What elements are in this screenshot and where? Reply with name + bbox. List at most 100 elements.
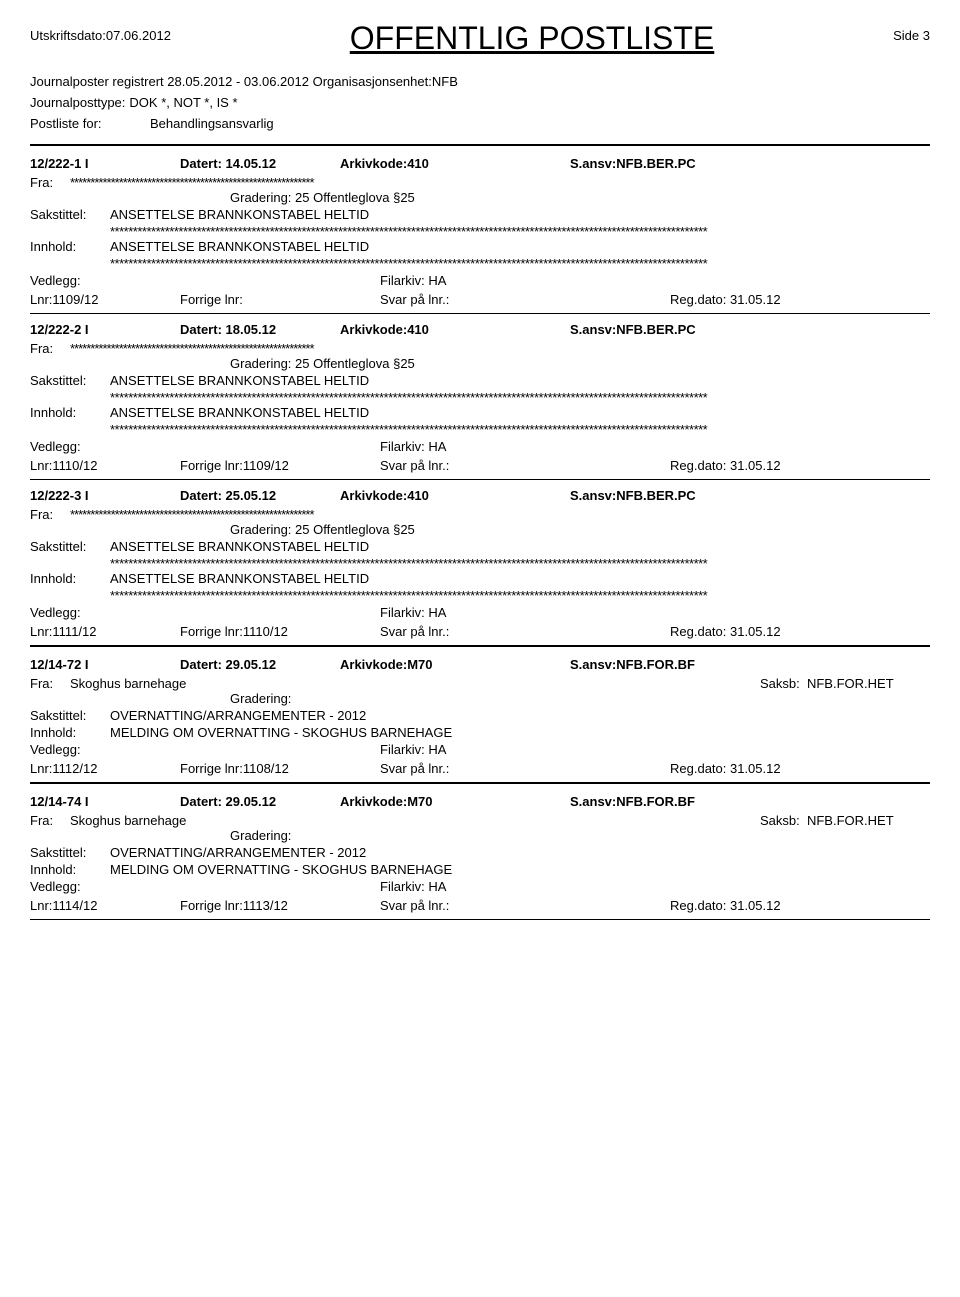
innhold-row: Innhold:ANSETTELSE BRANNKONSTABEL HELTID [30,405,930,420]
entry-header-row: 12/222-3 IDatert: 25.05.12Arkivkode:410S… [30,488,930,503]
entry-date: Datert: 18.05.12 [180,322,340,337]
innhold-label: Innhold: [30,239,110,254]
sakstittel-label: Sakstittel: [30,539,110,554]
svar-lnr: Svar på lnr.: [380,292,580,307]
entry-footer-row: Lnr:1114/12Forrige lnr:1113/12Svar på ln… [30,898,930,913]
svar-lnr: Svar på lnr.: [380,898,580,913]
entry-arkivkode: Arkivkode:410 [340,322,570,337]
gradering-line: Gradering: 25 Offentleglova §25 [230,522,930,537]
svar-lnr: Svar på lnr.: [380,458,580,473]
sakstittel-row: Sakstittel:ANSETTELSE BRANNKONSTABEL HEL… [30,207,930,222]
entry-header-row: 12/222-1 IDatert: 14.05.12Arkivkode:410S… [30,156,930,171]
entry-footer-row: Lnr:1111/12Forrige lnr:1110/12Svar på ln… [30,624,930,639]
regdato: Reg.dato: 31.05.12 [580,624,930,639]
fra-row: Fra:Skoghus barnehageSaksb: NFB.FOR.HET [30,676,930,691]
entry-sansv: S.ansv:NFB.BER.PC [570,322,930,337]
posttype-row: Journalposttype: DOK *, NOT *, IS * [30,93,930,114]
journal-entry: 12/14-74 IDatert: 29.05.12Arkivkode:M70 S… [30,794,930,913]
filarkiv: Filarkiv: HA [380,605,930,620]
entry-id: 12/222-3 I [30,488,180,503]
vedlegg-row: Vedlegg:Filarkiv: HA [30,605,930,620]
innhold-row: Innhold:MELDING OM OVERNATTING - SKOGHUS… [30,725,930,740]
page-label: Side [893,28,919,43]
fra-value: Skoghus barnehage [70,676,760,691]
innhold-label: Innhold: [30,862,110,877]
forrige-lnr: Forrige lnr:1108/12 [180,761,380,776]
entry-arkivkode: Arkivkode:410 [340,488,570,503]
entry-date: Datert: 29.05.12 [180,657,340,672]
fra-row: Fra:************************************… [30,341,930,356]
redaction-stars: ****************************************… [110,224,930,239]
entry-arkivkode: Arkivkode:M70 [340,657,570,672]
vedlegg-row: Vedlegg:Filarkiv: HA [30,273,930,288]
journal-entry: 12/222-1 IDatert: 14.05.12Arkivkode:410S… [30,156,930,307]
entry-date: Datert: 14.05.12 [180,156,340,171]
posttype-value: DOK *, NOT *, IS * [129,93,237,114]
lnr: Lnr:1112/12 [30,761,180,776]
regdato: Reg.dato: 31.05.12 [580,898,930,913]
sakstittel-label: Sakstittel: [30,207,110,222]
sakstittel-label: Sakstittel: [30,373,110,388]
entry-date: Datert: 25.05.12 [180,488,340,503]
fra-row: Fra:Skoghus barnehageSaksb: NFB.FOR.HET [30,813,930,828]
posttype-label: Journalposttype: [30,93,125,114]
postliste-label: Postliste for: [30,114,150,135]
entry-id: 12/14-74 I [30,794,180,809]
entry-header-row: 12/14-74 IDatert: 29.05.12Arkivkode:M70S… [30,794,930,809]
entry-divider [30,645,930,647]
sakstittel-row: Sakstittel:ANSETTELSE BRANNKONSTABEL HEL… [30,539,930,554]
entry-arkivkode: Arkivkode:410 [340,156,570,171]
document-header: Utskriftsdato:07.06.2012 OFFENTLIG POSTL… [30,20,930,57]
fra-label: Fra: [30,507,70,522]
svar-lnr: Svar på lnr.: [380,761,580,776]
fra-redacted: ****************************************… [70,175,930,190]
fra-row: Fra:************************************… [30,507,930,522]
forrige-lnr: Forrige lnr: [180,292,380,307]
fra-redacted: ****************************************… [70,341,930,356]
innhold-row: Innhold:ANSETTELSE BRANNKONSTABEL HELTID [30,571,930,586]
vedlegg-label: Vedlegg: [30,742,380,757]
filarkiv: Filarkiv: HA [380,742,930,757]
entry-date: Datert: 29.05.12 [180,794,340,809]
fra-label: Fra: [30,676,70,691]
fra-label: Fra: [30,175,70,190]
entry-sansv: S.ansv:NFB.BER.PC [570,156,930,171]
entry-arkivkode: Arkivkode:M70 [340,794,570,809]
gradering-line: Gradering: 25 Offentleglova §25 [230,356,930,371]
vedlegg-row: Vedlegg:Filarkiv: HA [30,879,930,894]
fra-value: Skoghus barnehage [70,813,760,828]
vedlegg-row: Vedlegg:Filarkiv: HA [30,439,930,454]
filarkiv: Filarkiv: HA [380,439,930,454]
vedlegg-label: Vedlegg: [30,605,380,620]
saksb: Saksb: NFB.FOR.HET [760,676,930,691]
innhold-value: MELDING OM OVERNATTING - SKOGHUS BARNEHA… [110,862,452,877]
page-number-value: 3 [923,28,930,43]
entry-divider [30,479,930,480]
entry-sansv: S.ansv:NFB.FOR.BF [570,657,930,672]
entry-divider [30,313,930,314]
print-date-value: 07.06.2012 [106,28,171,43]
journal-entry: 12/14-72 IDatert: 29.05.12Arkivkode:M70S… [30,657,930,776]
redaction-stars: ****************************************… [110,422,930,437]
forrige-lnr: Forrige lnr:1113/12 [180,898,380,913]
journal-registered-row: Journalposter registrert 28.05.2012 - 03… [30,72,930,93]
entry-id: 12/222-1 I [30,156,180,171]
gradering-line: Gradering: 25 Offentleglova §25 [230,190,930,205]
entry-header-row: 12/14-72 IDatert: 29.05.12Arkivkode:M70S… [30,657,930,672]
regdato: Reg.dato: 31.05.12 [580,292,930,307]
innhold-row: Innhold:ANSETTELSE BRANNKONSTABEL HELTID [30,239,930,254]
innhold-value: ANSETTELSE BRANNKONSTABEL HELTID [110,405,369,420]
entry-footer-row: Lnr:1109/12Forrige lnr:Svar på lnr.:Reg.… [30,292,930,307]
innhold-row: Innhold:MELDING OM OVERNATTING - SKOGHUS… [30,862,930,877]
registered-label: Journalposter registrert [30,72,164,93]
entry-sansv: S.ansv:NFB.BER.PC [570,488,930,503]
page-number: Side 3 [893,20,930,43]
entry-id: 12/222-2 I [30,322,180,337]
redaction-stars: ****************************************… [110,256,930,271]
vedlegg-label: Vedlegg: [30,273,380,288]
forrige-lnr: Forrige lnr:1110/12 [180,624,380,639]
innhold-value: ANSETTELSE BRANNKONSTABEL HELTID [110,239,369,254]
filarkiv: Filarkiv: HA [380,879,930,894]
postliste-row: Postliste for: Behandlingsansvarlig [30,114,930,135]
saksb: Saksb: NFB.FOR.HET [760,813,930,828]
